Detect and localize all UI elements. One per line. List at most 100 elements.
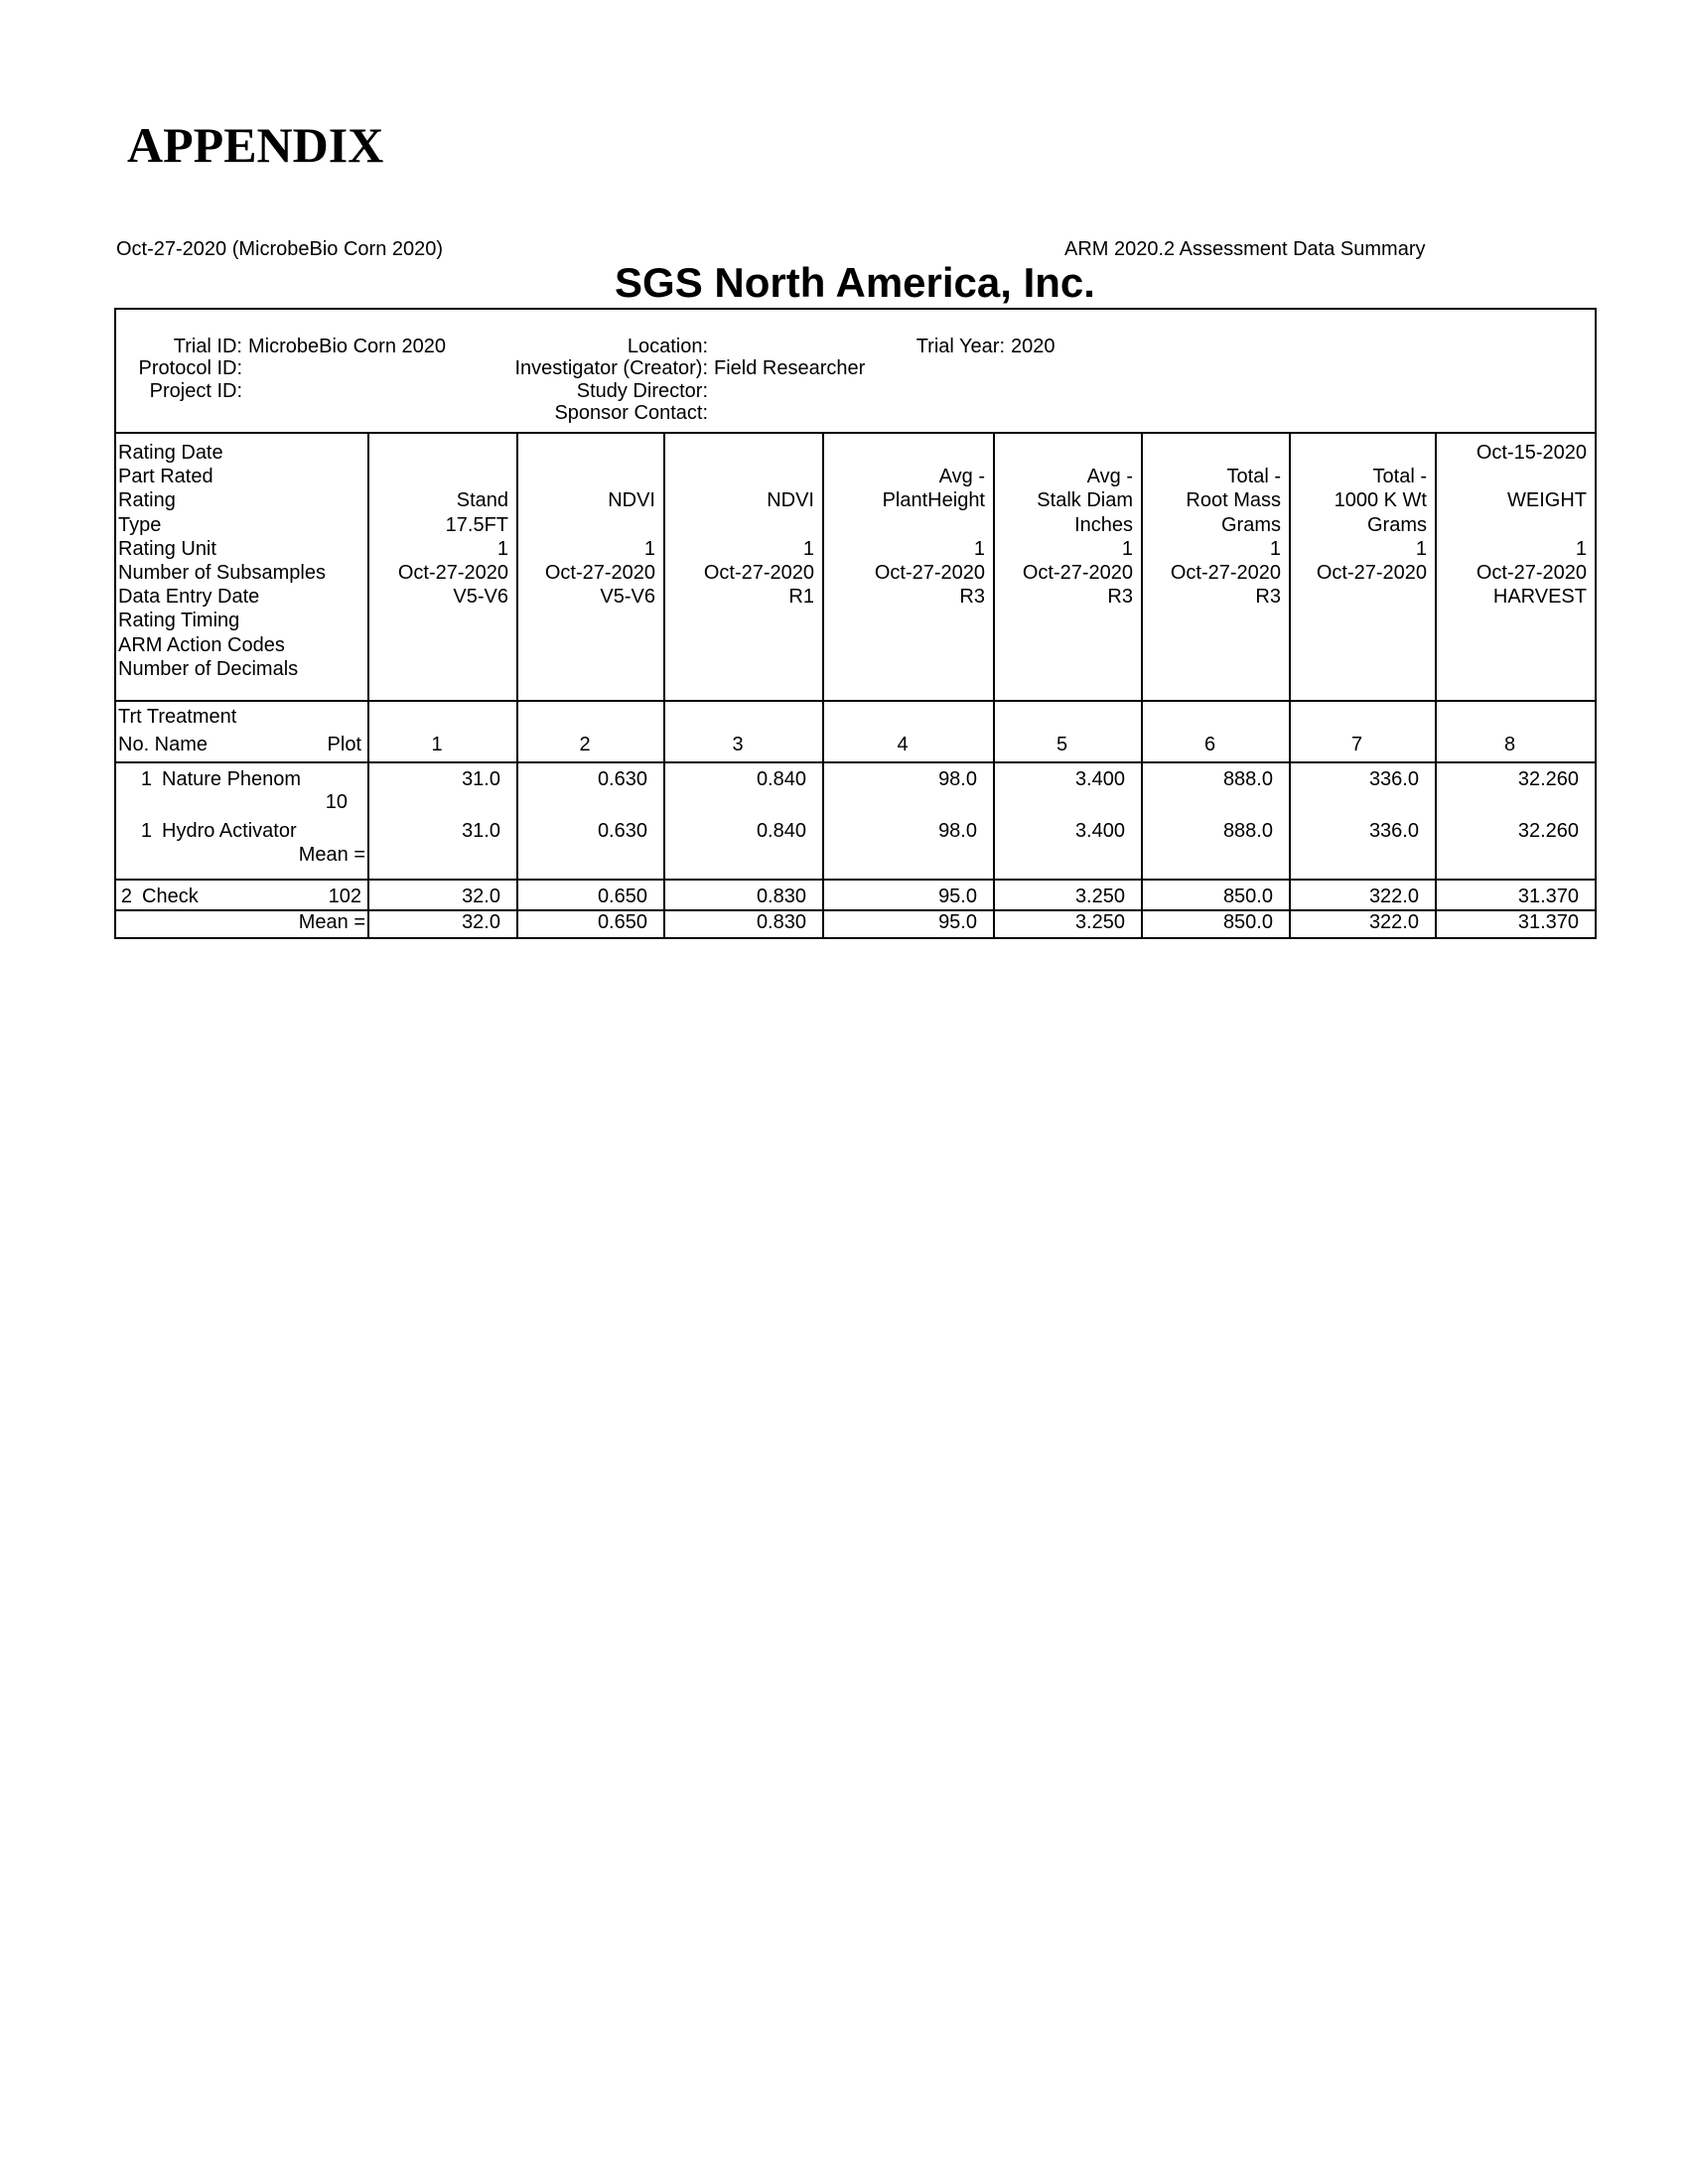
- rule: [1141, 433, 1143, 939]
- data-value: 0.650: [597, 886, 647, 907]
- field-label: Sponsor Contact:: [554, 402, 708, 424]
- treatment-name: Hydro Activator: [162, 820, 297, 842]
- data-value: 888.0: [1222, 768, 1273, 790]
- data-value: 888.0: [1222, 820, 1273, 842]
- plot-number: 102: [328, 886, 361, 907]
- data-value: 98.0: [938, 768, 977, 790]
- rule: [1435, 433, 1437, 939]
- column-header-cell: Total -: [1226, 466, 1281, 488]
- rule: [114, 879, 1597, 881]
- table-border: [114, 308, 1597, 939]
- data-value: 32.0: [462, 911, 500, 933]
- column-number: 1: [431, 734, 443, 755]
- column-number: 3: [732, 734, 744, 755]
- data-value: 3.250: [1074, 911, 1125, 933]
- data-value: 0.840: [756, 768, 806, 790]
- data-value: 322.0: [1368, 911, 1419, 933]
- company-title: SGS North America, Inc.: [615, 259, 1095, 306]
- date-line: Oct-27-2020 (MicrobeBio Corn 2020): [116, 238, 444, 260]
- row-label: Part Rated: [118, 466, 213, 488]
- column-header-cell: Oct-27-2020: [397, 562, 508, 584]
- column-header-cell: WEIGHT: [1507, 489, 1587, 512]
- row-label: ARM Action Codes: [118, 633, 285, 656]
- column-header-cell: 1000 K Wt: [1334, 489, 1427, 512]
- data-value: 95.0: [938, 911, 977, 933]
- data-value: 32.0: [462, 886, 500, 907]
- data-value: 336.0: [1368, 768, 1419, 790]
- treatment-number: 2: [120, 886, 132, 907]
- column-header-cell: Inches: [1074, 513, 1133, 536]
- data-value: 32.260: [1517, 820, 1579, 842]
- rule: [114, 700, 1597, 702]
- column-number: 8: [1503, 734, 1516, 755]
- data-value: 32.260: [1517, 768, 1579, 790]
- rule: [367, 433, 369, 939]
- column-header-cell: Oct-27-2020: [874, 562, 985, 584]
- field-label: Investigator (Creator):: [514, 357, 708, 379]
- row-label: Number of Subsamples: [118, 562, 326, 584]
- report-name: ARM 2020.2 Assessment Data Summary: [1064, 238, 1426, 260]
- data-value: 31.370: [1517, 886, 1579, 907]
- data-value: 0.840: [756, 820, 806, 842]
- column-header-cell: HARVEST: [1492, 586, 1587, 609]
- field-label: Project ID:: [149, 380, 242, 402]
- data-value: 336.0: [1368, 820, 1419, 842]
- rule: [516, 433, 518, 939]
- rule: [1289, 433, 1291, 939]
- column-header-cell: Total -: [1372, 466, 1427, 488]
- column-header-cell: 17.5FT: [445, 513, 508, 536]
- data-value: 0.630: [597, 768, 647, 790]
- data-value: 31.0: [462, 768, 500, 790]
- column-header-cell: Grams: [1367, 513, 1427, 536]
- column-header-cell: 1: [802, 537, 814, 560]
- field-value: 2020: [1011, 336, 1055, 357]
- column-header-cell: PlantHeight: [882, 489, 985, 512]
- mean-label: Mean =: [298, 844, 365, 866]
- column-header-cell: Oct-27-2020: [1476, 562, 1587, 584]
- column-header-cell: Oct-27-2020: [1316, 562, 1427, 584]
- data-value: 98.0: [938, 820, 977, 842]
- data-value: 0.650: [597, 911, 647, 933]
- data-value: 3.250: [1074, 886, 1125, 907]
- column-header-cell: 1: [1415, 537, 1427, 560]
- rule: [663, 433, 665, 939]
- rule: [114, 761, 1597, 763]
- column-header-cell: NDVI: [767, 489, 814, 512]
- trt-header: Trt Treatment: [118, 706, 237, 728]
- field-label: Trial Year:: [915, 336, 1005, 357]
- data-value: 31.0: [462, 820, 500, 842]
- column-header-cell: Root Mass: [1186, 489, 1281, 512]
- column-number: 7: [1350, 734, 1363, 755]
- trt-header: No. Name: [118, 734, 209, 755]
- data-value: 850.0: [1222, 911, 1273, 933]
- row-label: Type: [118, 513, 162, 536]
- plot-header: Plot: [327, 734, 361, 755]
- column-header-cell: Avg -: [1086, 466, 1133, 488]
- column-header-cell: Stalk Diam: [1037, 489, 1133, 512]
- column-header-cell: Oct-27-2020: [703, 562, 814, 584]
- rule: [114, 432, 1597, 434]
- column-header-cell: Avg -: [938, 466, 985, 488]
- data-value: 95.0: [938, 886, 977, 907]
- column-header-cell: R3: [959, 586, 985, 609]
- mean-label: Mean =: [298, 911, 365, 933]
- column-header-cell: Oct-15-2020: [1476, 442, 1587, 464]
- field-label: Protocol ID:: [138, 357, 242, 379]
- data-value: 0.830: [756, 911, 806, 933]
- column-header-cell: Stand: [456, 489, 508, 512]
- column-header-cell: R3: [1255, 586, 1281, 609]
- column-number: 2: [579, 734, 591, 755]
- column-header-cell: NDVI: [608, 489, 655, 512]
- column-header-cell: R3: [1107, 586, 1133, 609]
- column-header-cell: Oct-27-2020: [544, 562, 655, 584]
- column-header-cell: 1: [496, 537, 508, 560]
- column-header-cell: 1: [1269, 537, 1281, 560]
- field-value: MicrobeBio Corn 2020: [248, 336, 446, 357]
- column-number: 6: [1203, 734, 1216, 755]
- data-value: 322.0: [1368, 886, 1419, 907]
- field-label: Trial ID:: [173, 336, 242, 357]
- row-label: Rating: [118, 489, 176, 512]
- column-header-cell: Oct-27-2020: [1022, 562, 1133, 584]
- column-number: 5: [1055, 734, 1068, 755]
